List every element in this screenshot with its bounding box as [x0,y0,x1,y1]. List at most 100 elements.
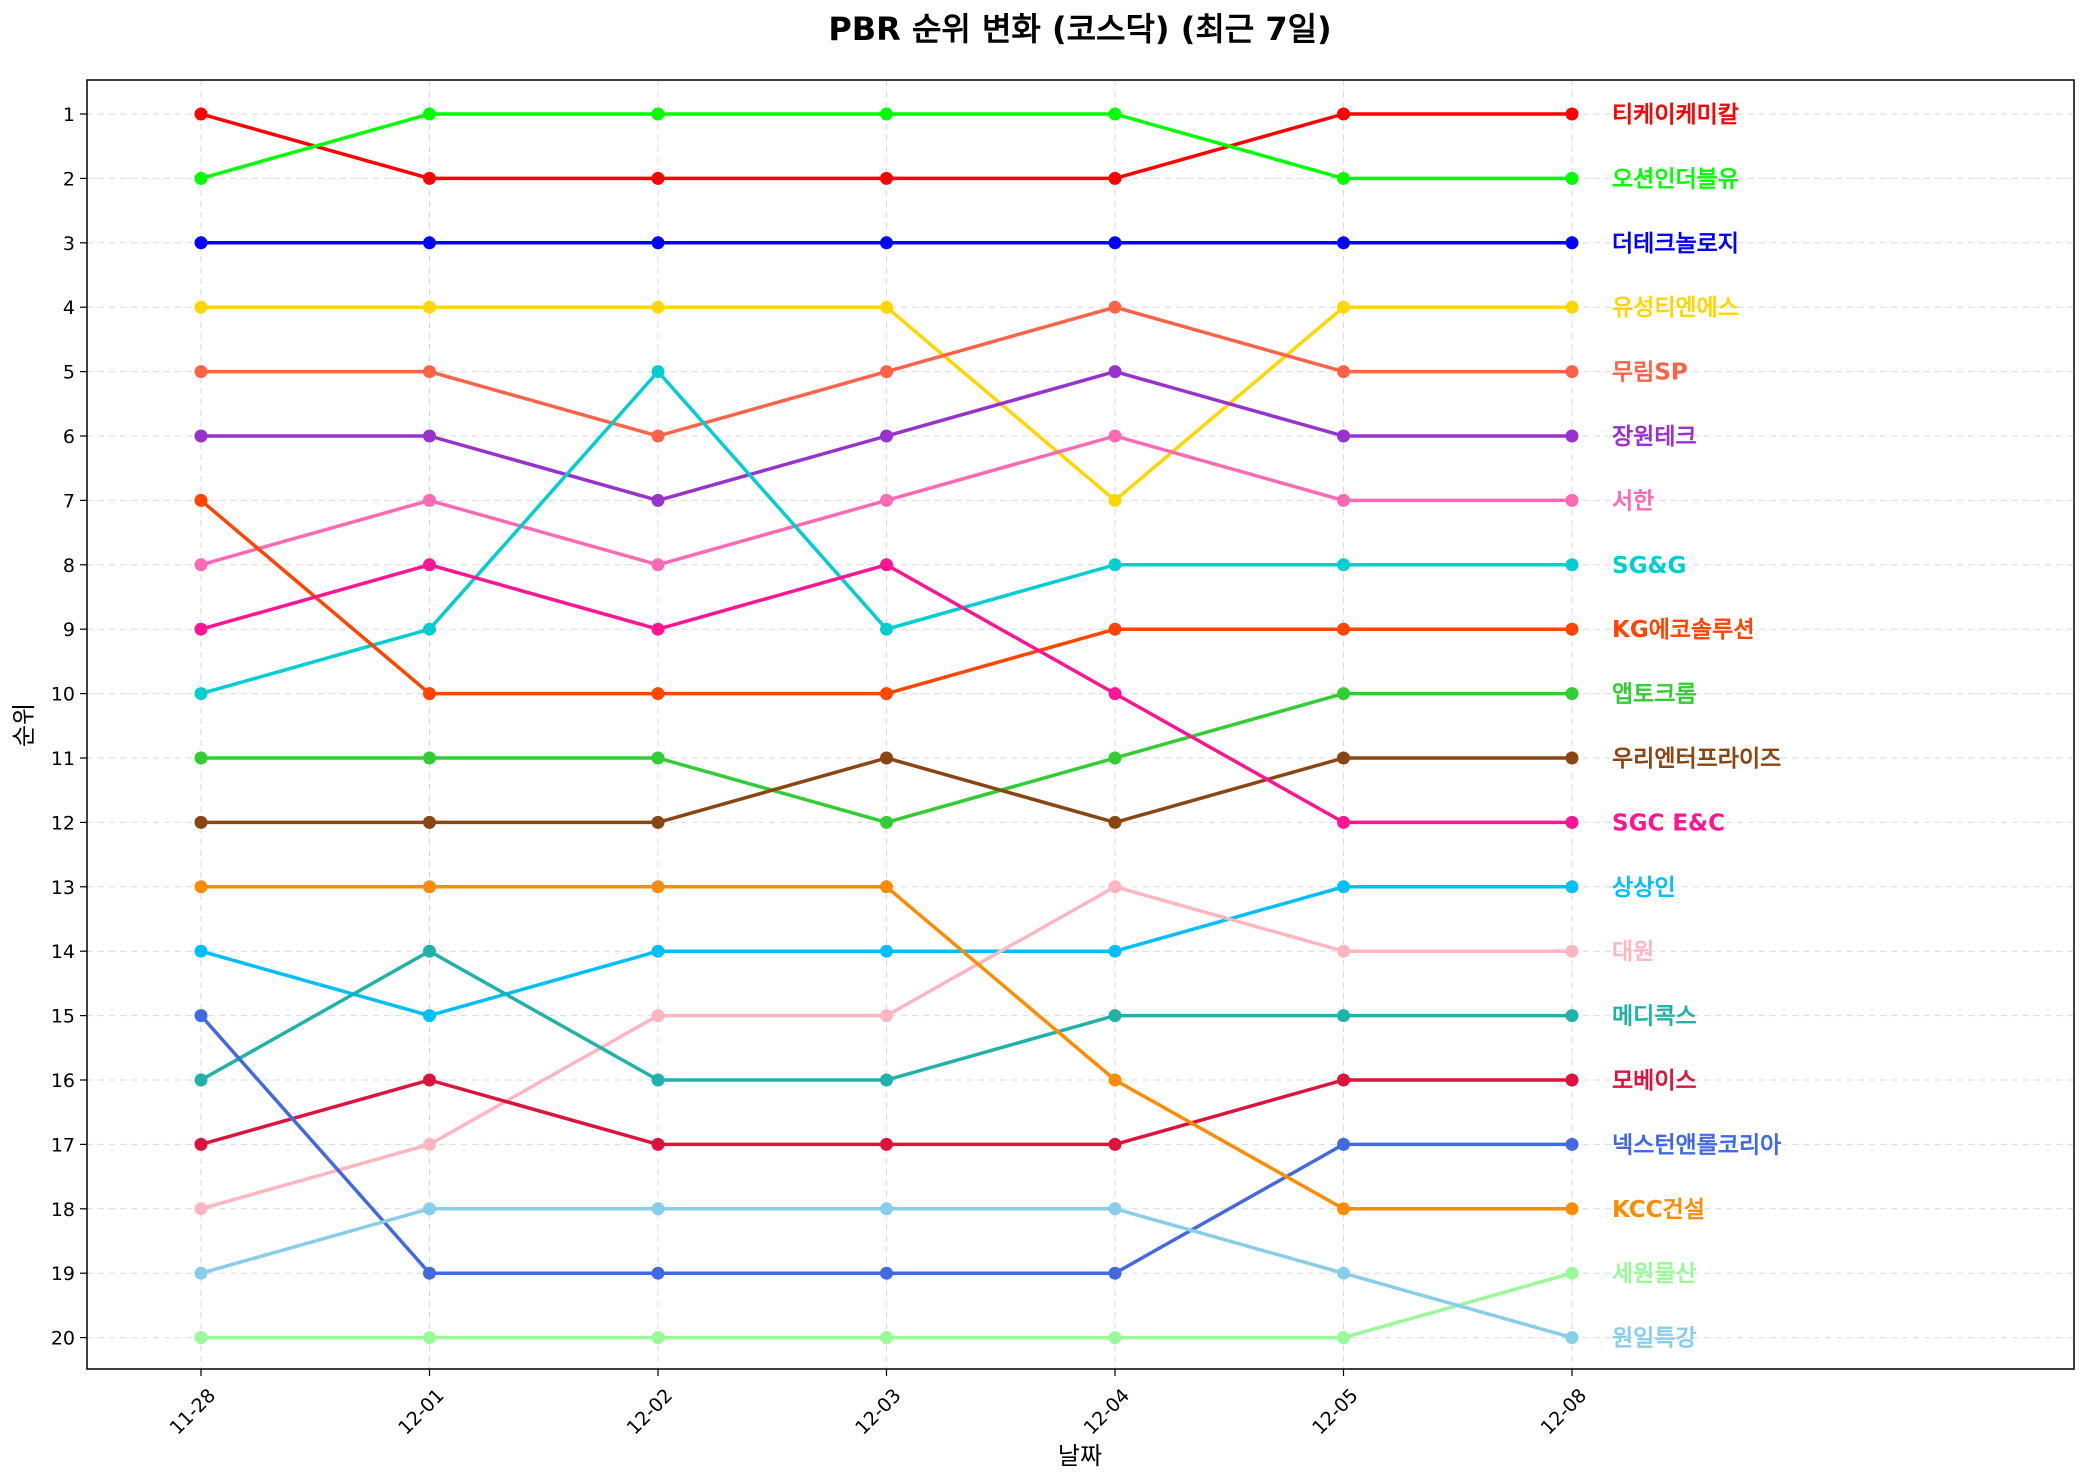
x-tick-label: 12-08 [1537,1385,1592,1440]
series-line [200,1078,1572,1147]
data-point [880,236,893,250]
data-point [1565,1266,1579,1280]
y-axis-label: 순위 [10,703,38,747]
data-point [194,815,208,829]
y-tick-label: 2 [63,168,75,190]
series-label: 장원테크 [1612,424,1697,450]
data-point [880,1009,893,1023]
data-point [423,1009,436,1023]
data-point [1565,558,1579,572]
data-point [1108,1009,1122,1023]
data-point [1565,880,1579,894]
data-point [1108,1331,1122,1345]
data-point [1337,236,1350,250]
data-point [423,622,436,636]
data-point [194,622,208,636]
data-point [1108,236,1122,250]
data-point [1337,1266,1350,1280]
data-point [1108,107,1122,121]
data-point [1337,1137,1350,1151]
data-point [1108,1202,1122,1216]
series-label: KG에코솔루션 [1612,617,1755,643]
data-point [651,1331,665,1345]
data-point [1565,815,1579,829]
data-point [1108,493,1122,507]
series-label: 원일특강 [1612,1326,1697,1352]
x-tick-label: 12-03 [851,1385,906,1440]
data-point [651,107,665,121]
data-point [1337,493,1350,507]
data-point [423,171,436,185]
data-point [880,493,893,507]
x-axis-label: 날짜 [1058,1442,1102,1470]
data-points [194,107,1579,1345]
data-point [423,236,436,250]
data-point [880,171,893,185]
series-label: 상상인 [1612,875,1675,901]
data-point [880,300,893,314]
y-tick-label: 1 [63,104,75,126]
data-point [1565,944,1579,958]
x-tick-label: 12-05 [1308,1385,1363,1440]
data-point [1565,622,1579,636]
series-label: 오션인더블유 [1612,166,1739,192]
data-point [1565,1073,1579,1087]
series-label: 모베이스 [1612,1068,1697,1094]
data-point [1337,880,1350,894]
data-point [880,365,893,379]
data-point [651,236,665,250]
data-point [880,429,893,443]
data-point [880,107,893,121]
y-tick-label: 19 [51,1263,75,1285]
y-tick-label: 16 [51,1070,75,1092]
data-point [1108,365,1122,379]
data-point [423,880,436,894]
series-label: 앱토크롬 [1612,682,1697,708]
series-label: 서한 [1612,488,1654,514]
data-point [194,1331,208,1345]
data-point [651,365,665,379]
series-label: 우리엔터프라이즈 [1612,746,1781,772]
data-point [423,300,436,314]
data-point [1337,751,1350,765]
data-point [423,1266,436,1280]
x-tick-label: 12-01 [394,1385,449,1440]
data-point [880,687,893,701]
data-point [1337,1009,1350,1023]
data-point [423,107,436,121]
data-point [194,236,208,250]
grid-lines [87,80,2074,1369]
data-point [880,558,893,572]
y-tick-label: 15 [51,1006,75,1028]
data-point [880,880,893,894]
data-point [1108,751,1122,765]
y-tick-label: 11 [51,748,75,770]
data-point [1108,687,1122,701]
y-tick-label: 10 [51,684,75,706]
data-point [1565,1331,1579,1345]
series-label: 더테크놀로지 [1612,231,1739,257]
y-tick-label: 17 [51,1134,75,1156]
y-tick-label: 13 [51,877,75,899]
data-point [194,1266,208,1280]
data-point [1108,171,1122,185]
data-point [423,429,436,443]
series-lines [199,112,1573,1340]
data-point [651,1266,665,1280]
data-point [1565,1009,1579,1023]
data-point [651,687,665,701]
y-tick-label: 9 [63,619,75,641]
data-point [194,1202,208,1216]
y-tick-label: 7 [63,490,75,512]
data-point [651,171,665,185]
data-point [651,429,665,443]
x-axis-ticks: 11-28 12-01 12-02 12-03 12-04 12-05 12-08 [166,1369,1592,1440]
data-point [651,1202,665,1216]
chart-title: PBR 순위 변화 (코스닥) (최근 7일) [828,10,1331,48]
data-point [194,751,208,765]
data-point [423,558,436,572]
data-point [1108,300,1122,314]
data-point [1337,1331,1350,1345]
series-label: 대원 [1612,939,1654,965]
